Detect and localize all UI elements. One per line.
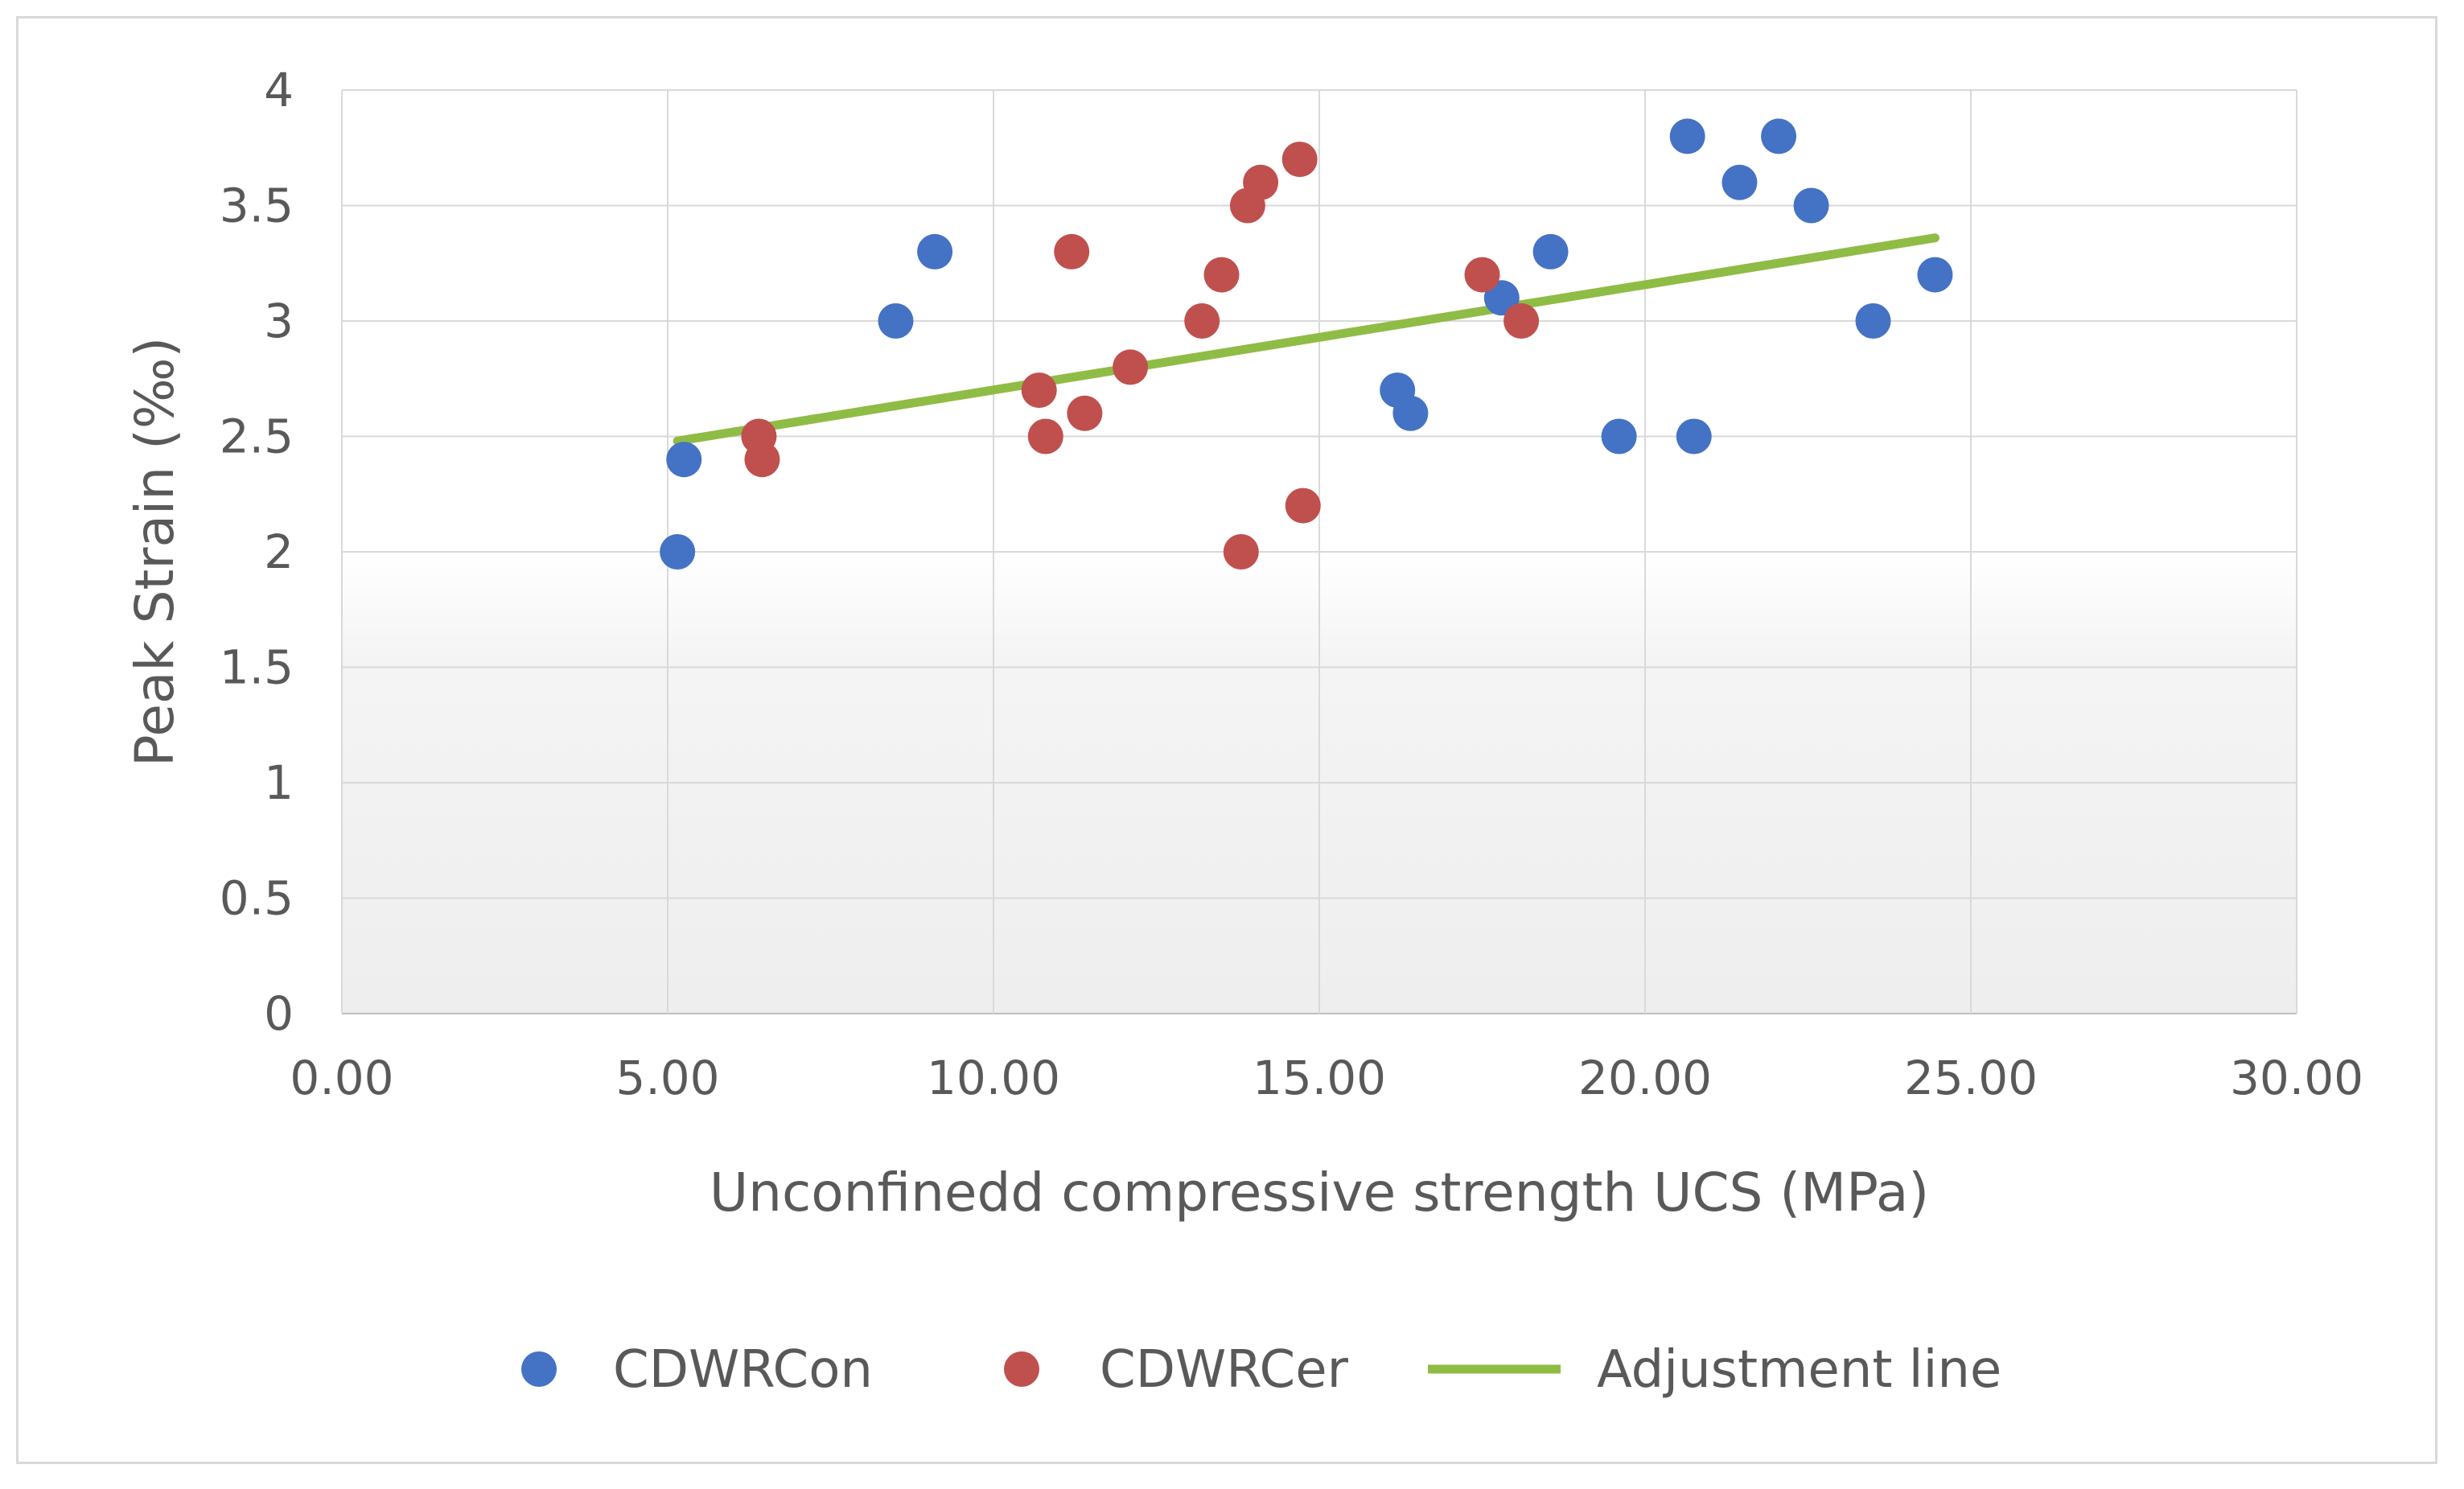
point-cdwrcon (1601, 418, 1637, 455)
x-tick-label: 20.00 (1578, 1051, 1712, 1105)
point-cdwrcer (1113, 349, 1149, 385)
y-tick-label: 0 (264, 986, 294, 1041)
x-tick-label: 5.00 (615, 1051, 719, 1105)
legend-marker-cdwrcon (521, 1351, 557, 1387)
point-cdwrcon (1761, 118, 1797, 154)
point-cdwrcon (1676, 418, 1712, 455)
point-cdwrcer (1285, 487, 1321, 524)
point-cdwrcon (666, 442, 702, 478)
y-tick-label: 1.5 (220, 640, 294, 695)
x-axis-title: Unconfinedd compressive strength UCS (MP… (710, 1162, 1929, 1224)
point-cdwrcer (1203, 257, 1240, 293)
point-cdwrcon (1483, 280, 1520, 316)
legend-marker-cdwrcer (1004, 1351, 1039, 1387)
y-tick-label: 2.5 (220, 409, 294, 464)
y-tick-label: 0.5 (220, 871, 294, 926)
point-cdwrcon (1532, 233, 1569, 269)
legend-label-adjustment-line: Adjustment line (1597, 1340, 2001, 1400)
point-cdwrcer (1243, 164, 1279, 200)
legend-label-cdwrcer: CDWRCer (1100, 1340, 1349, 1400)
point-cdwrcer (1054, 233, 1090, 269)
legend: CDWRCon CDWRCer Adjustment line (521, 1340, 2001, 1400)
x-tick-label: 10.00 (927, 1051, 1060, 1105)
point-cdwrcon (1392, 395, 1429, 431)
y-tick-label: 3.5 (220, 179, 294, 233)
x-tick-label: 30.00 (2230, 1051, 2363, 1105)
y-tick-label: 1 (264, 755, 294, 810)
point-cdwrcon (1855, 303, 1891, 339)
legend-label-cdwrcon: CDWRCon (613, 1340, 873, 1400)
point-cdwrcer (1223, 534, 1259, 570)
y-tick-label: 2 (264, 524, 294, 579)
point-cdwrcon (1793, 187, 1829, 224)
point-cdwrcon (1669, 118, 1705, 154)
y-tick-label: 4 (264, 63, 294, 117)
x-tick-label: 0.00 (290, 1051, 393, 1105)
x-tick-label: 15.00 (1253, 1051, 1386, 1105)
point-cdwrcon (1722, 164, 1758, 200)
point-cdwrcon (878, 303, 914, 339)
point-cdwrcon (917, 233, 953, 269)
point-cdwrcer (1021, 372, 1057, 409)
point-cdwrcer (1027, 418, 1063, 455)
point-cdwrcer (1503, 303, 1540, 339)
y-axis-title: Peak Strain (‰) (124, 337, 186, 767)
point-cdwrcon (1917, 257, 1953, 293)
x-tick-label: 25.00 (1904, 1051, 2038, 1105)
point-cdwrcer (744, 442, 780, 478)
point-cdwrcer (1464, 257, 1500, 293)
point-cdwrcer (1281, 142, 1318, 178)
gridlines (341, 89, 2297, 1014)
tick-labels: 0 0.5 1 1.5 2 2.5 3 3.5 4 0.00 5.00 10.00 15.00 20.00… (220, 63, 2363, 1105)
point-cdwrcon (660, 534, 696, 570)
adjustment-line (673, 233, 1940, 446)
y-tick-label: 3 (264, 294, 294, 348)
data-points (660, 118, 1953, 570)
adjustment-line-layer (673, 233, 1940, 446)
point-cdwrcer (1184, 303, 1220, 339)
point-cdwrcer (1067, 395, 1103, 431)
